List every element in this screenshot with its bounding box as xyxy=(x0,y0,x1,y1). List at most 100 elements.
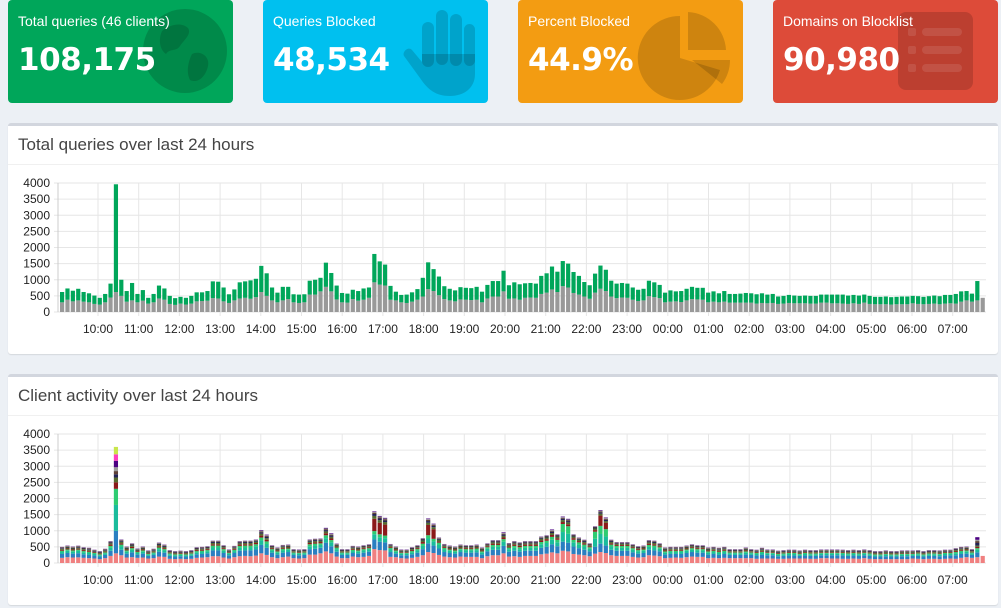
bar-segment-client-5[interactable] xyxy=(856,552,861,554)
bar-segment-client-8[interactable] xyxy=(431,524,436,526)
bar-segment-client-7[interactable] xyxy=(496,541,501,543)
bar-segment-client-4[interactable] xyxy=(587,547,592,549)
bar-segment-client-4[interactable] xyxy=(253,544,258,547)
bar-segment-blocked[interactable] xyxy=(463,299,468,312)
bar-segment-permitted[interactable] xyxy=(183,297,189,305)
bar-segment-client-8[interactable] xyxy=(619,542,625,544)
bar-segment-client-6[interactable] xyxy=(108,543,113,545)
bar-segment-client-5[interactable] xyxy=(253,543,258,545)
bar-segment-client-3[interactable] xyxy=(662,552,668,555)
bar-segment-client-1[interactable] xyxy=(453,557,458,563)
bar-segment-client-4[interactable] xyxy=(749,552,754,554)
bar-segment-client-5[interactable] xyxy=(248,544,253,546)
bar-segment-client-3[interactable] xyxy=(743,552,748,555)
bar-segment-client-3[interactable] xyxy=(129,549,135,553)
bar-segment-client-2[interactable] xyxy=(948,555,953,559)
bar-segment-client-7[interactable] xyxy=(738,550,743,552)
bar-segment-client-4[interactable] xyxy=(942,553,948,554)
bar-segment-client-8[interactable] xyxy=(942,550,948,552)
bar-segment-client-1[interactable] xyxy=(716,558,721,563)
bar-segment-client-4[interactable] xyxy=(474,548,479,551)
bar-segment-client-3[interactable] xyxy=(706,552,711,555)
bar-segment-permitted[interactable] xyxy=(792,295,797,304)
bar-segment-blocked[interactable] xyxy=(657,298,662,312)
bar-segment-client-3[interactable] xyxy=(592,538,598,547)
bar-segment-blocked[interactable] xyxy=(307,294,312,312)
bar-segment-client-1[interactable] xyxy=(566,551,571,563)
bar-segment-client-6[interactable] xyxy=(910,552,915,554)
bar-segment-client-5[interactable] xyxy=(383,524,388,536)
bar-segment-client-3[interactable] xyxy=(544,543,549,547)
bar-segment-client-2[interactable] xyxy=(894,556,899,560)
bar-segment-client-8[interactable] xyxy=(684,546,689,547)
bar-segment-client-4[interactable] xyxy=(539,542,544,545)
bar-segment-client-1[interactable] xyxy=(129,557,135,563)
bar-segment-permitted[interactable] xyxy=(345,293,350,303)
bar-segment-blocked[interactable] xyxy=(969,301,975,312)
bar-segment-permitted[interactable] xyxy=(749,293,754,303)
bar-segment-blocked[interactable] xyxy=(759,302,765,312)
bar-segment-permitted[interactable] xyxy=(409,292,415,302)
bar-segment-client-5[interactable] xyxy=(684,548,689,550)
bar-segment-client-6[interactable] xyxy=(65,547,70,549)
bar-segment-client-2[interactable] xyxy=(953,555,958,559)
bar-segment-client-3[interactable] xyxy=(749,553,754,555)
bar-segment-client-8[interactable] xyxy=(824,550,829,551)
bar-segment-blocked[interactable] xyxy=(436,295,442,312)
bar-segment-client-4[interactable] xyxy=(415,549,420,551)
bar-segment-client-5[interactable] xyxy=(76,548,81,550)
bar-segment-client-8[interactable] xyxy=(243,541,248,543)
bar-segment-client-4[interactable] xyxy=(426,535,431,539)
bar-segment-client-2[interactable] xyxy=(259,544,264,554)
bar-segment-client-8[interactable] xyxy=(571,534,576,536)
bar-segment-client-5[interactable] xyxy=(156,546,162,548)
bar-segment-client-7[interactable] xyxy=(356,547,361,549)
bar-segment-client-1[interactable] xyxy=(528,555,533,563)
bar-segment-client-3[interactable] xyxy=(232,551,237,554)
bar-segment-client-8[interactable] xyxy=(221,545,226,547)
bar-segment-client-11[interactable] xyxy=(113,454,119,461)
bar-segment-permitted[interactable] xyxy=(846,295,851,304)
bar-segment-client-7[interactable] xyxy=(162,545,167,547)
bar-segment-client-5[interactable] xyxy=(555,538,560,540)
bar-segment-permitted[interactable] xyxy=(722,291,727,302)
bar-segment-client-8[interactable] xyxy=(835,550,840,551)
bar-segment-client-7[interactable] xyxy=(781,551,786,553)
bar-segment-client-5[interactable] xyxy=(539,540,544,543)
bar-segment-blocked[interactable] xyxy=(86,302,92,312)
bar-segment-client-1[interactable] xyxy=(872,559,878,563)
bar-segment-blocked[interactable] xyxy=(512,298,517,312)
bar-segment-client-1[interactable] xyxy=(156,556,162,563)
bar-segment-client-7[interactable] xyxy=(835,550,840,552)
bar-segment-client-7[interactable] xyxy=(436,538,442,540)
bar-segment-client-6[interactable] xyxy=(894,553,899,554)
bar-segment-client-6[interactable] xyxy=(232,547,237,549)
bar-segment-client-3[interactable] xyxy=(199,552,205,554)
bar-segment-client-7[interactable] xyxy=(754,551,759,552)
bar-segment-client-8[interactable] xyxy=(135,549,140,550)
bar-segment-client-6[interactable] xyxy=(135,550,140,552)
bar-segment-client-8[interactable] xyxy=(291,549,296,551)
bar-segment-client-7[interactable] xyxy=(813,551,818,553)
bar-segment-permitted[interactable] xyxy=(420,277,425,297)
bar-segment-client-1[interactable] xyxy=(339,558,345,563)
bar-segment-client-3[interactable] xyxy=(576,544,582,549)
bar-segment-client-1[interactable] xyxy=(894,559,899,563)
bar-segment-client-4[interactable] xyxy=(366,548,372,550)
bar-segment-permitted[interactable] xyxy=(673,291,678,302)
bar-segment-client-5[interactable] xyxy=(296,552,302,553)
bar-segment-client-3[interactable] xyxy=(937,554,942,557)
bar-segment-client-3[interactable] xyxy=(409,552,415,555)
bar-segment-client-2[interactable] xyxy=(786,555,791,559)
bar-segment-client-2[interactable] xyxy=(926,555,931,559)
bar-segment-client-2[interactable] xyxy=(802,555,808,559)
bar-segment-client-1[interactable] xyxy=(409,557,415,563)
bar-segment-client-2[interactable] xyxy=(937,556,942,560)
bar-segment-blocked[interactable] xyxy=(592,292,598,312)
bar-segment-permitted[interactable] xyxy=(582,282,587,297)
bar-segment-client-3[interactable] xyxy=(216,547,221,551)
bar-segment-client-5[interactable] xyxy=(286,547,291,549)
bar-segment-client-8[interactable] xyxy=(426,519,431,522)
bar-segment-client-6[interactable] xyxy=(146,552,151,554)
bar-segment-client-7[interactable] xyxy=(404,550,409,552)
